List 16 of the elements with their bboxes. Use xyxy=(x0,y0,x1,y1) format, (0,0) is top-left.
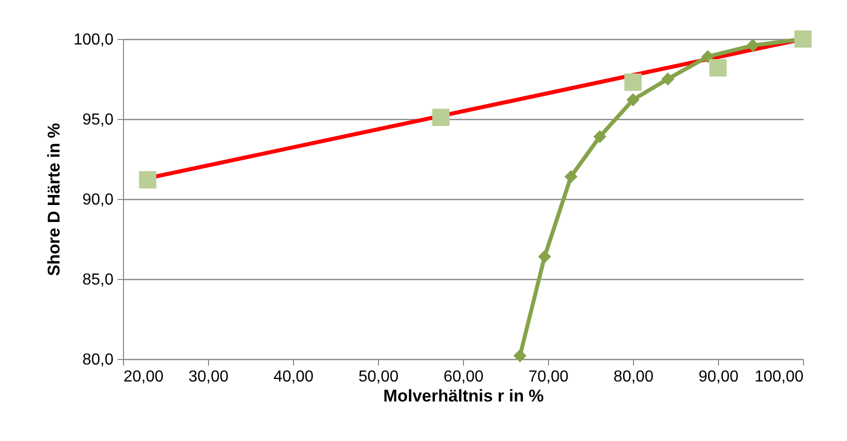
x-tick-label: 60,00 xyxy=(443,368,484,386)
y-tick-label: 95,0 xyxy=(82,112,114,128)
x-tick-label: 50,00 xyxy=(358,368,399,386)
x-tick-label: 20,00 xyxy=(124,368,164,386)
y-tick-label: 80,0 xyxy=(82,352,114,368)
x-tick-label: 90,00 xyxy=(698,368,739,386)
y-axis-title: Shore D Härte in % xyxy=(44,122,64,276)
x-tick-label: 80,00 xyxy=(613,368,654,386)
x-axis-title: Molverhältnis r in % xyxy=(383,386,544,406)
x-tick-label: 30,00 xyxy=(188,368,229,386)
x-tick-label: 40,00 xyxy=(273,368,314,386)
y-tick-label: 100,0 xyxy=(73,32,114,48)
x-tick-label: 100,00 xyxy=(754,368,804,386)
y-tick-label: 85,0 xyxy=(82,272,114,288)
x-tick-label: 70,00 xyxy=(528,368,569,386)
y-tick-label: 90,0 xyxy=(82,192,114,208)
